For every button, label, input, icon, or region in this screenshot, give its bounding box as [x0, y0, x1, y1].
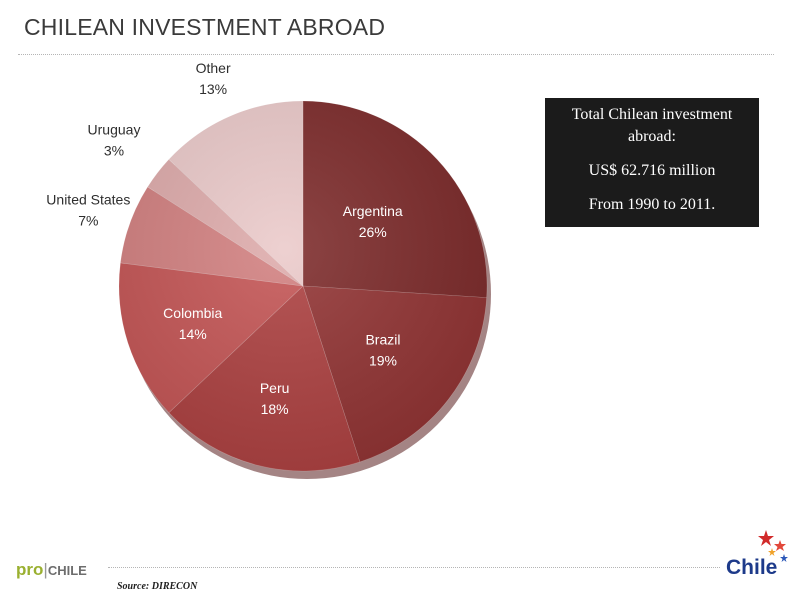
prochile-logo-chile: CHILE: [47, 563, 87, 578]
prochile-logo-pro: pro: [16, 560, 44, 579]
slice-label-peru: Peru 18%: [260, 380, 290, 417]
prochile-logo-bar: |: [43, 560, 48, 579]
slice-label-argentina: Argentina 26%: [343, 203, 403, 240]
slice-value-label: 18%: [261, 401, 289, 417]
slice-label-uruguay: Uruguay 3%: [88, 122, 141, 159]
chile-brand-logo: Chile: [722, 528, 792, 582]
info-box: Total Chilean investment abroad: US$ 62.…: [545, 98, 759, 227]
slice-label-colombia: Colombia 14%: [163, 305, 222, 342]
source-note: Source: DIRECON: [117, 581, 198, 592]
slice-value-label: 7%: [78, 212, 98, 228]
info-total-label: Total Chilean investment abroad:: [571, 106, 733, 145]
slice-value-label: 19%: [369, 352, 397, 368]
slice-category-label: Other: [196, 60, 231, 76]
pie-chart: Argentina 26% Brazil 19% Peru 18% Colombia 14% U…: [46, 60, 491, 479]
slice-value-label: 13%: [199, 81, 227, 97]
slice-category-label: United States: [46, 191, 130, 207]
slice-category-label: Brazil: [365, 331, 400, 347]
footer-divider: [108, 567, 720, 568]
slice-label-united-states: United States 7%: [46, 191, 130, 228]
info-total-value: US$ 62.716 million: [588, 162, 716, 179]
chile-stars-icon: [758, 530, 788, 562]
info-period: From 1990 to 2011.: [588, 196, 716, 213]
chile-brand-word: Chile: [726, 556, 778, 579]
slice-label-other: Other 13%: [196, 60, 231, 97]
prochile-logo: pro|CHILE: [16, 560, 87, 580]
slice-value-label: 26%: [359, 224, 387, 240]
page-title: CHILEAN INVESTMENT ABROAD: [24, 14, 386, 40]
pie-shading: [119, 101, 487, 471]
slice-category-label: Argentina: [343, 203, 403, 219]
slice-value-label: 14%: [179, 326, 207, 342]
slice-value-label: 3%: [104, 143, 124, 159]
slice-category-label: Colombia: [163, 305, 222, 321]
slice-category-label: Uruguay: [88, 122, 141, 138]
slice-label-brazil: Brazil 19%: [365, 331, 400, 368]
title-divider: [18, 54, 774, 55]
slice-category-label: Peru: [260, 380, 290, 396]
